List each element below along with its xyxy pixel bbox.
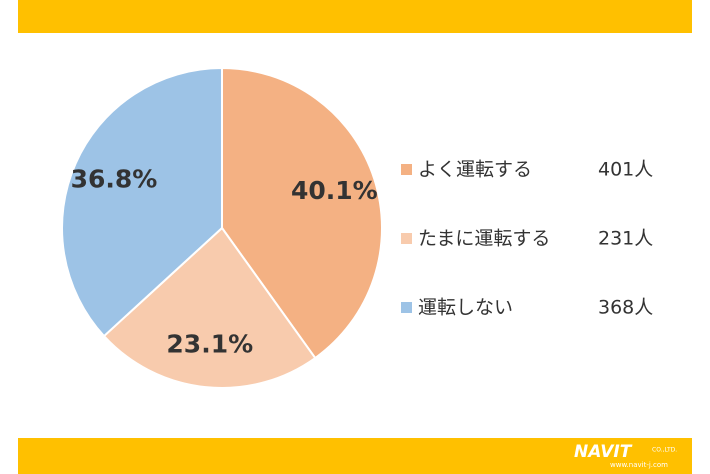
logo: NAVIT (574, 442, 633, 462)
logo-company: CO.,LTD. (652, 447, 677, 454)
legend-count: 231人 (598, 228, 653, 250)
bottom-bar (18, 438, 692, 474)
pie-slice (61, 66, 223, 338)
legend-count: 401人 (598, 159, 653, 181)
legend-label: たまに運転する (418, 228, 550, 250)
pie-slice (221, 66, 383, 360)
pie-slice (102, 226, 317, 389)
legend-swatch (401, 302, 412, 313)
slice-label: 40.1% (291, 176, 378, 205)
legend-label: 運転しない (418, 297, 513, 319)
top-bar (18, 0, 692, 33)
legend-count: 368人 (598, 297, 653, 319)
legend-swatch (401, 164, 412, 175)
slice-label: 36.8% (71, 164, 158, 193)
logo-url: www.navit-j.com (610, 461, 668, 469)
legend-swatch (401, 233, 412, 244)
legend-label: よく運転する (418, 159, 532, 181)
slice-label: 23.1% (166, 329, 253, 358)
